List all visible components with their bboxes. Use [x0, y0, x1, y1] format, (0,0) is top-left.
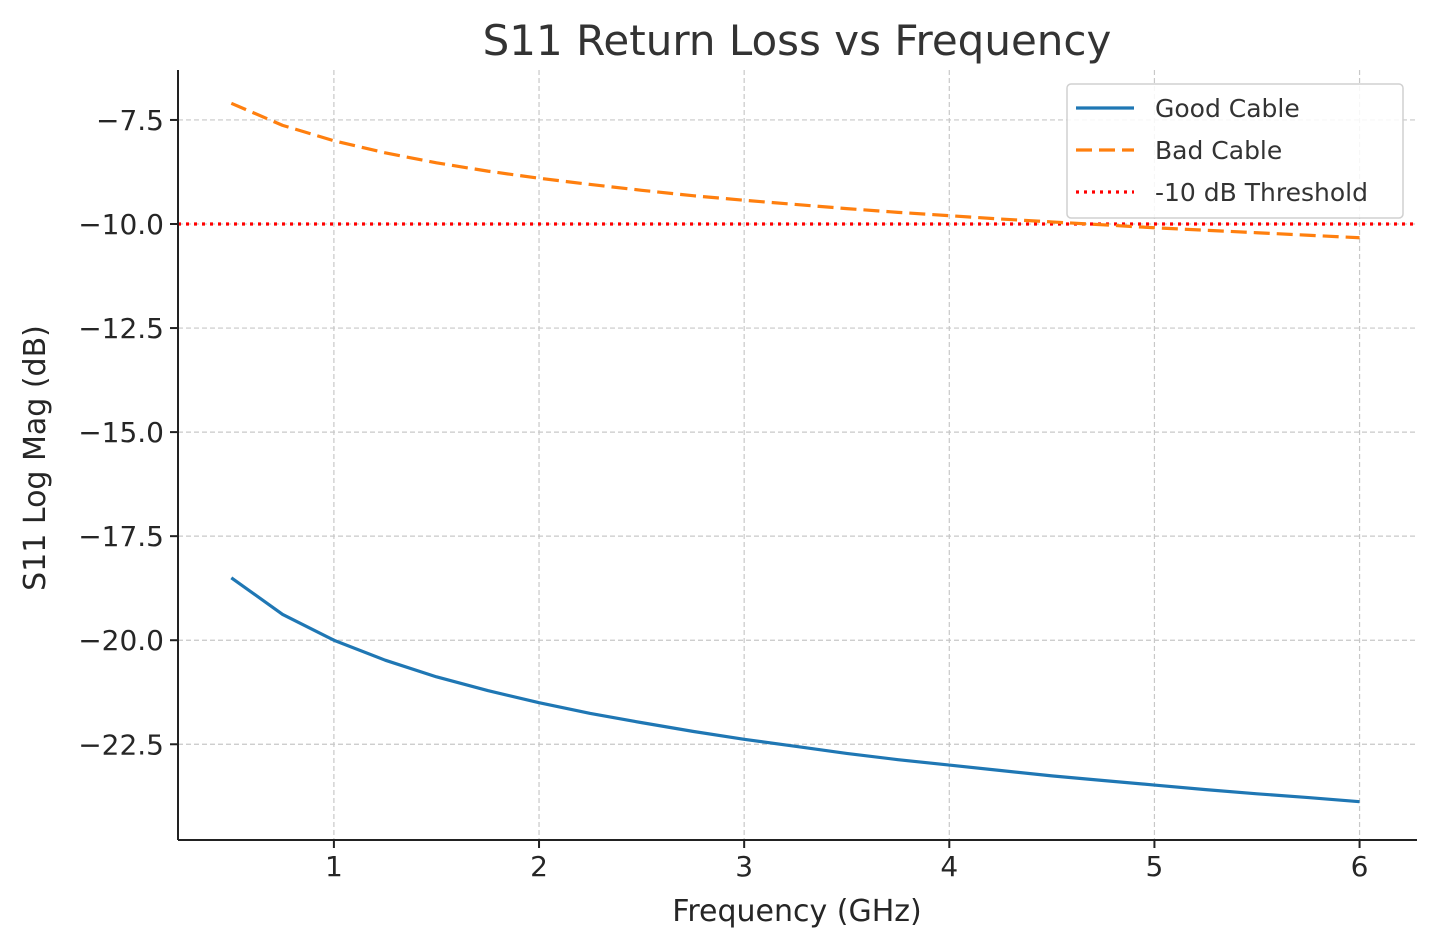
series-line-1 — [230, 576, 1360, 804]
y-tick-label: −15.0 — [78, 416, 164, 449]
y-tick-label: −22.5 — [78, 728, 164, 761]
legend-entries: Good Cable Bad Cable -10 dB Threshold — [1076, 94, 1368, 207]
y-axis-title: S11 Log Mag (dB) — [18, 325, 53, 591]
axes — [170, 70, 1417, 848]
x-tick-label: 3 — [735, 850, 753, 883]
y-tick-label: −17.5 — [78, 520, 164, 553]
legend-label: Good Cable — [1155, 94, 1300, 123]
legend-label: -10 dB Threshold — [1155, 178, 1368, 207]
legend: Good Cable Bad Cable -10 dB Threshold — [1066, 83, 1404, 219]
x-tick-label: 5 — [1146, 850, 1164, 883]
y-tick-label: −12.5 — [78, 312, 164, 345]
x-tick-label: 1 — [325, 850, 343, 883]
chart-title: S11 Return Loss vs Frequency — [483, 16, 1112, 65]
tick-labels: 1 2 3 4 5 6 −7.5 −10.0 −12.5 −15.0 −17.5 −20.0 −22.5 — [78, 104, 1368, 883]
x-tick-label: 2 — [530, 850, 548, 883]
x-tick-label: 6 — [1351, 850, 1369, 883]
series-line-2 — [230, 101, 1360, 240]
legend-box — [1066, 83, 1404, 219]
y-tick-label: −20.0 — [78, 624, 164, 657]
x-axis-title: Frequency (GHz) — [672, 894, 921, 929]
y-tick-label: −7.5 — [96, 104, 164, 137]
legend-label: Bad Cable — [1155, 136, 1282, 165]
x-tick-label: 4 — [940, 850, 958, 883]
series-layer — [230, 101, 1360, 804]
y-tick-label: −10.0 — [78, 208, 164, 241]
